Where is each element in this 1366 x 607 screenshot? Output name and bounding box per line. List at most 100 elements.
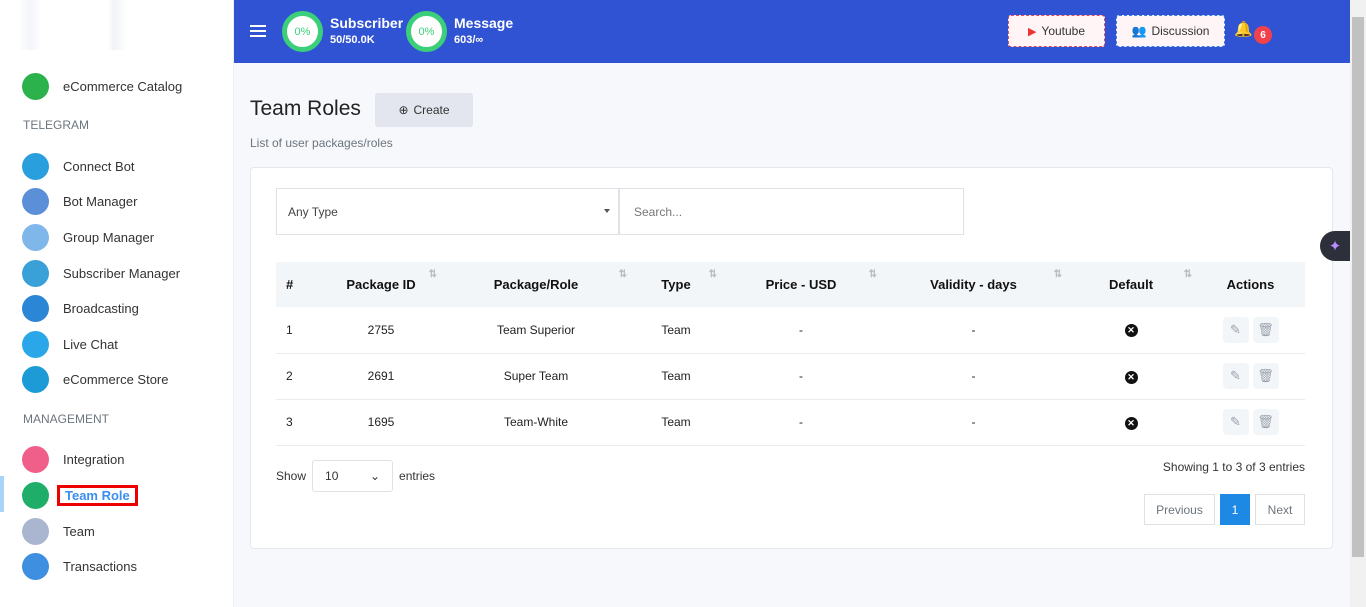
scrollbar-thumb[interactable] (1352, 17, 1364, 557)
x-circle-icon: ✕ (1124, 324, 1138, 338)
youtube-icon: ▶ (1027, 25, 1037, 38)
sidebar-icon (22, 187, 49, 215)
table-info: Showing 1 to 3 of 3 entries (1162, 460, 1305, 474)
sidebar-item-label: Subscriber Manager (63, 265, 181, 281)
sidebar: TELEGRAM MANAGEMENT eCommerce Catalog Con… (0, 0, 234, 607)
actions-cell: ✎ 🗑 (1196, 307, 1305, 354)
table-cell: 2 (276, 353, 321, 400)
trash-icon[interactable]: 🗑 (1252, 409, 1279, 435)
page-title: Team Roles (250, 97, 361, 120)
trash-icon[interactable]: 🗑 (1252, 363, 1279, 389)
column-header[interactable]: Package ID ⇅ (321, 262, 441, 307)
length-value: 10 (325, 469, 339, 483)
youtube-label: Youtube (1041, 24, 1086, 38)
column-header[interactable]: Default ⇅ (1066, 262, 1196, 307)
sidebar-item-label: Group Manager (63, 229, 155, 245)
message-stat: Message 603/∞ (454, 15, 513, 46)
sidebar-item-label: Transactions (63, 558, 137, 574)
sidebar-icon (22, 330, 49, 358)
sidebar-item-ecommerce-catalog[interactable]: eCommerce Catalog (22, 71, 222, 101)
default-cell: ✕ (1066, 353, 1196, 400)
sort-icon: ⇅ (1183, 269, 1192, 280)
type-select[interactable]: Any Type (276, 188, 619, 235)
column-header[interactable]: Validity - days ⇅ (881, 262, 1066, 307)
table-cell: 2691 (321, 353, 441, 400)
column-header[interactable]: Price - USD ⇅ (721, 262, 881, 307)
length-select[interactable]: 10 ⌄ (312, 460, 394, 492)
sidebar-item-bot-manager[interactable]: Bot Manager (22, 186, 222, 216)
default-cell: ✕ (1066, 307, 1196, 354)
sidebar-item-integration[interactable]: Integration (22, 444, 222, 474)
column-header[interactable]: Package/Role ⇅ (441, 262, 631, 307)
trash-icon[interactable]: 🗑 (1252, 316, 1279, 343)
menu-icon[interactable] (250, 25, 266, 37)
logo[interactable] (18, 0, 138, 50)
x-circle-icon: ✕ (1124, 416, 1138, 430)
subscriber-value: 50/50.0K (330, 34, 375, 46)
sidebar-item-subscriber-manager[interactable]: Subscriber Manager (22, 258, 222, 288)
sidebar-item-label: Integration (63, 451, 125, 467)
previous-button[interactable]: Previous (1144, 494, 1215, 525)
table-row: 2 2691 Super Team Team - - ✕ ✎ 🗑 (276, 353, 1305, 400)
sparkle-icon[interactable]: ✦ (1320, 231, 1350, 261)
sidebar-item-label: Broadcasting (63, 300, 139, 316)
table-cell: - (881, 353, 1066, 400)
sidebar-item-ecommerce-store[interactable]: eCommerce Store (22, 364, 222, 394)
sidebar-item-label: Bot Manager (63, 193, 138, 209)
table-cell: - (721, 307, 881, 354)
sidebar-item-broadcasting[interactable]: Broadcasting (22, 293, 222, 323)
actions-cell: ✎ 🗑 (1196, 399, 1305, 446)
column-label: Price - USD (765, 277, 837, 292)
sidebar-icon (22, 152, 49, 180)
sort-icon: ⇅ (1053, 269, 1062, 280)
sidebar-item-label: eCommerce Store (63, 371, 169, 387)
sidebar-item-label: Team Role (57, 484, 138, 506)
edit-icon[interactable]: ✎ (1222, 363, 1249, 389)
sidebar-item-live-chat[interactable]: Live Chat (22, 329, 222, 359)
table-cell: Team (631, 353, 721, 400)
sidebar-icon (22, 552, 49, 580)
top-header: 0% Subscriber 50/50.0K 0% Message 603/∞ ▶ Y… (234, 0, 1350, 63)
table-row: 1 2755 Team Superior Team - - ✕ ✎ 🗑 (276, 307, 1305, 354)
table-cell: Super Team (441, 353, 631, 400)
table-cell: Team (631, 307, 721, 354)
sidebar-icon (22, 365, 49, 393)
discussion-button[interactable]: 👥 Discussion (1116, 15, 1225, 47)
default-cell: ✕ (1066, 399, 1196, 446)
bell-icon[interactable]: 🔔 (1234, 21, 1253, 38)
roles-table: # Package ID ⇅ Package/Role ⇅ Type ⇅ Price - US… (276, 262, 1305, 446)
sidebar-icon (22, 72, 49, 100)
sidebar-item-team[interactable]: Team (22, 516, 222, 546)
sidebar-item-label: Connect Bot (63, 158, 135, 174)
sidebar-item-label: eCommerce Catalog (63, 78, 183, 94)
column-header[interactable]: Type ⇅ (631, 262, 721, 307)
search-input[interactable] (619, 188, 964, 235)
table-cell: - (881, 399, 1066, 446)
sidebar-item-group-manager[interactable]: Group Manager (22, 222, 222, 252)
sidebar-item-label: Team (63, 523, 95, 539)
table-cell: 3 (276, 399, 321, 446)
create-button[interactable]: ⊕ Create (375, 93, 473, 127)
sidebar-item-label: Live Chat (63, 336, 118, 352)
column-header: Actions (1196, 262, 1305, 307)
table-cell: Team (631, 399, 721, 446)
length-control: Show 10 ⌄ entries (276, 460, 435, 492)
sidebar-item-connect-bot[interactable]: Connect Bot (22, 151, 222, 181)
column-label: Validity - days (930, 277, 1017, 292)
table-cell: Team Superior (441, 307, 631, 354)
page-subtitle: List of user packages/roles (250, 136, 393, 150)
section-telegram: TELEGRAM (23, 118, 90, 132)
edit-icon[interactable]: ✎ (1222, 316, 1249, 343)
edit-icon[interactable]: ✎ (1222, 409, 1249, 435)
youtube-button[interactable]: ▶ Youtube (1008, 15, 1105, 47)
sidebar-item-transactions[interactable]: Transactions (22, 551, 222, 581)
sidebar-icon (22, 481, 49, 509)
users-icon: 👥 (1131, 24, 1147, 38)
notification-badge: 6 (1254, 26, 1272, 44)
sidebar-item-team-role[interactable]: Team Role (22, 480, 222, 510)
sort-icon: ⇅ (868, 269, 877, 280)
page-1-button[interactable]: 1 (1220, 494, 1250, 525)
next-button[interactable]: Next (1255, 494, 1305, 525)
chevron-down-icon: ⌄ (369, 469, 381, 483)
sidebar-icon (22, 517, 49, 545)
